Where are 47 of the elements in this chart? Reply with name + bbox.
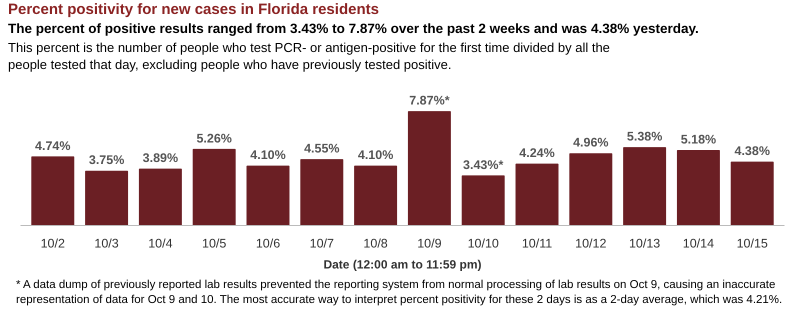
bar — [85, 170, 128, 226]
bar — [408, 111, 451, 226]
x-tick-label: 10/12 — [575, 236, 606, 250]
x-tick-label: 10/10 — [468, 236, 499, 250]
bar — [138, 168, 182, 226]
x-tick-label: 10/7 — [310, 236, 334, 250]
bar — [462, 175, 505, 226]
bar — [676, 150, 720, 226]
bar — [623, 147, 666, 226]
data-label: 4.24% — [519, 146, 555, 160]
bar — [300, 159, 344, 226]
x-tick-label: 10/3 — [94, 236, 119, 250]
x-tick-label: 10/5 — [202, 236, 226, 250]
data-label: 4.10% — [358, 148, 394, 162]
data-label: 4.55% — [304, 142, 340, 156]
bar — [730, 162, 774, 226]
data-label: 7.87%* — [409, 94, 450, 108]
bar — [516, 164, 558, 226]
bar — [31, 156, 74, 226]
x-axis-title: Date (12:00 am to 11:59 pm) — [323, 258, 482, 272]
data-label: 3.43%* — [463, 158, 504, 172]
x-tick-label: 10/6 — [256, 236, 280, 250]
data-label: 4.74% — [35, 138, 71, 153]
data-label: 4.10% — [250, 148, 286, 162]
data-label: 3.75% — [88, 153, 124, 168]
x-tick-label: 10/15 — [736, 236, 768, 250]
data-label: 5.18% — [680, 132, 716, 147]
x-tick-label: 10/13 — [628, 236, 660, 250]
data-label: 5.38% — [626, 130, 662, 144]
x-tick-label: 10/2 — [40, 236, 65, 250]
x-tick-label: 10/11 — [522, 236, 552, 250]
bar — [246, 166, 290, 226]
text: This percent is the number of people who test PCR- or antigen-positive for the first time divided by all the people tested that day, excluding people who have previously tested positive. — [8, 40, 611, 74]
x-tick-label: 10/8 — [363, 236, 388, 250]
data-label: 4.38% — [734, 144, 770, 158]
bar — [354, 166, 398, 226]
text: * A data dump of previously reported lab results prevented the reporting system from normal processing of lab results on Oct 9, causing an inaccurate representation of data for Oct 9 and 10. The most accurate way to interpret percent positivity for these 2 days is as a 2-day average, which was 4.21%. — [16, 278, 784, 308]
data-label: 5.26% — [196, 131, 232, 146]
data-label: 4.96% — [573, 136, 609, 150]
data-label: 3.89% — [142, 151, 178, 166]
bar — [192, 148, 236, 226]
x-tick-label: 10/4 — [148, 236, 173, 250]
bar — [569, 153, 612, 226]
x-tick-label: 10/14 — [682, 236, 714, 250]
x-tick-label: 10/9 — [417, 236, 442, 250]
chart-subtitle: The percent of positive results ranged from 3.43% to 7.87% over the past 2 weeks and was 4.38% yesterday. — [8, 20, 699, 38]
chart-title: Percent positivity for new cases in Florida residents — [8, 0, 379, 20]
